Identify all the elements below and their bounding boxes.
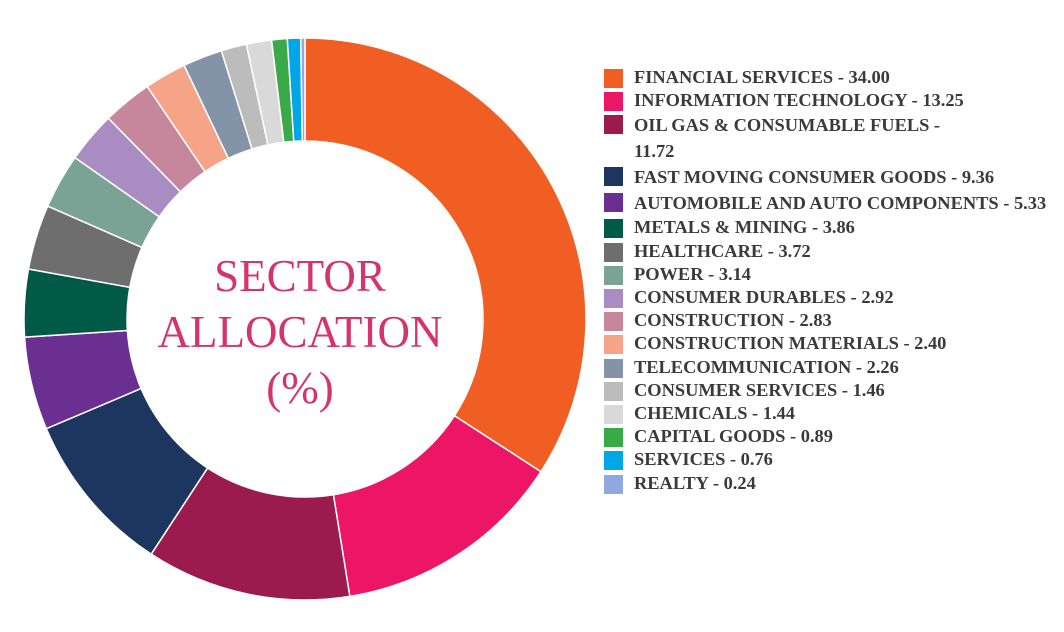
- legend-swatch: [604, 92, 623, 112]
- legend-value: 3.14: [718, 263, 751, 284]
- legend-separator: -: [763, 240, 779, 261]
- pie-slice-17: [299, 37, 306, 142]
- legend-value: 2.26: [866, 356, 899, 377]
- legend-swatch: [604, 167, 623, 187]
- legend-value: 2.92: [861, 287, 894, 308]
- legend-separator: -: [998, 193, 1014, 214]
- legend-separator: -: [784, 310, 800, 331]
- legend-label: TELECOMMUNICATION: [634, 356, 852, 377]
- chart-title-line: ALLOCATION: [157, 307, 443, 357]
- legend-item: CONSTRUCTION - 2.83: [604, 309, 1064, 332]
- legend-label: CONSTRUCTION: [634, 310, 785, 331]
- legend-separator: -: [946, 167, 962, 188]
- legend-separator: -: [929, 115, 941, 136]
- legend-item: AUTOMOBILE AND AUTO COMPONENTS - 5.33: [604, 190, 1064, 216]
- legend-item: CHEMICALS - 1.44: [604, 402, 1064, 425]
- legend-value: 9.36: [961, 167, 995, 188]
- legend: FINANCIAL SERVICES - 34.00 INFORMATION TE…: [604, 66, 1064, 495]
- legend-value: 3.86: [822, 217, 855, 238]
- legend-value: 0.24: [723, 472, 756, 493]
- legend-label: FAST MOVING CONSUMER GOODS: [634, 167, 947, 188]
- legend-value: 13.25: [922, 90, 964, 111]
- legend-separator: -: [708, 472, 724, 493]
- legend-item: REALTY - 0.24: [604, 472, 1064, 495]
- legend-value: 0.76: [740, 449, 773, 470]
- chart-title: SECTOR ALLOCATION (%): [150, 248, 450, 416]
- legend-value: 34.00: [848, 67, 890, 87]
- legend-label: OIL GAS & CONSUMABLE FUELS: [634, 115, 930, 136]
- legend-label: HEALTHCARE: [634, 240, 764, 261]
- legend-label: METALS & MINING: [634, 217, 808, 238]
- legend-item: CONSTRUCTION MATERIALS - 2.40: [604, 332, 1064, 355]
- legend-item: CONSUMER SERVICES - 1.46: [604, 379, 1064, 402]
- legend-item: FAST MOVING CONSUMER GOODS - 9.36: [604, 164, 1014, 190]
- legend-swatch: [604, 358, 623, 378]
- legend-item: TELECOMMUNICATION - 2.26: [604, 356, 1064, 379]
- chart-title-line: SECTOR: [214, 251, 386, 301]
- legend-label: REALTY: [634, 472, 709, 493]
- legend-label: CONSUMER SERVICES: [634, 379, 838, 400]
- legend-separator: -: [837, 379, 853, 400]
- legend-label: AUTOMOBILE AND AUTO COMPONENTS: [634, 193, 999, 214]
- legend-value: 0.89: [800, 426, 833, 447]
- legend-item: POWER - 3.14: [604, 263, 1064, 286]
- legend-swatch: [604, 289, 623, 309]
- legend-separator: -: [898, 333, 915, 354]
- legend-label: CONSUMER DURABLES: [634, 287, 847, 308]
- legend-swatch: [604, 451, 623, 471]
- legend-separator: -: [846, 287, 862, 308]
- legend-separator: -: [747, 403, 763, 424]
- legend-item: CONSUMER DURABLES - 2.92: [604, 286, 1064, 309]
- legend-item: METALS & MINING - 3.86: [604, 216, 1064, 239]
- legend-swatch: [604, 219, 623, 239]
- legend-value: 2.83: [799, 310, 832, 331]
- legend-value: 5.33: [1013, 193, 1047, 214]
- pie-slice-1: [304, 37, 587, 473]
- legend-label: SERVICES: [634, 449, 726, 470]
- legend-value: 2.40: [914, 333, 947, 354]
- legend-value: 11.72: [634, 141, 675, 162]
- legend-label: CHEMICALS: [634, 403, 748, 424]
- legend-separator: -: [725, 449, 741, 470]
- legend-value: 1.46: [852, 379, 885, 400]
- legend-value: 3.72: [778, 240, 811, 261]
- legend-label: CAPITAL GOODS: [634, 426, 786, 447]
- legend-item: INFORMATION TECHNOLOGY - 13.25: [604, 89, 1064, 112]
- legend-separator: -: [851, 356, 867, 377]
- legend-swatch: [604, 69, 623, 88]
- legend-swatch: [604, 193, 623, 213]
- donut-chart: [23, 37, 587, 601]
- legend-swatch: [604, 428, 623, 448]
- legend-separator: -: [833, 67, 849, 87]
- legend-label: FINANCIAL SERVICES: [634, 67, 834, 87]
- legend-swatch: [604, 115, 623, 135]
- legend-separator: -: [907, 90, 923, 111]
- legend-swatch: [604, 312, 623, 332]
- legend-label: CONSTRUCTION MATERIALS: [634, 333, 899, 354]
- legend-swatch: [604, 335, 623, 355]
- legend-item: FINANCIAL SERVICES - 34.00: [604, 66, 1064, 89]
- chart-title-line: (%): [266, 363, 334, 413]
- legend-separator: -: [703, 263, 719, 284]
- legend-item: CAPITAL GOODS - 0.89: [604, 425, 1064, 448]
- legend-label: INFORMATION TECHNOLOGY: [634, 90, 907, 111]
- legend-swatch: [604, 474, 623, 494]
- legend-swatch: [604, 405, 623, 425]
- legend-item: OIL GAS & CONSUMABLE FUELS - 11.72: [604, 112, 979, 164]
- legend-separator: -: [785, 426, 801, 447]
- legend-item: HEALTHCARE - 3.72: [604, 240, 1064, 263]
- legend-swatch: [604, 265, 623, 285]
- legend-label: POWER: [634, 263, 704, 284]
- legend-swatch: [604, 242, 623, 262]
- legend-item: SERVICES - 0.76: [604, 448, 1064, 471]
- legend-separator: -: [807, 217, 823, 238]
- legend-swatch: [604, 381, 623, 401]
- legend-value: 1.44: [762, 403, 795, 424]
